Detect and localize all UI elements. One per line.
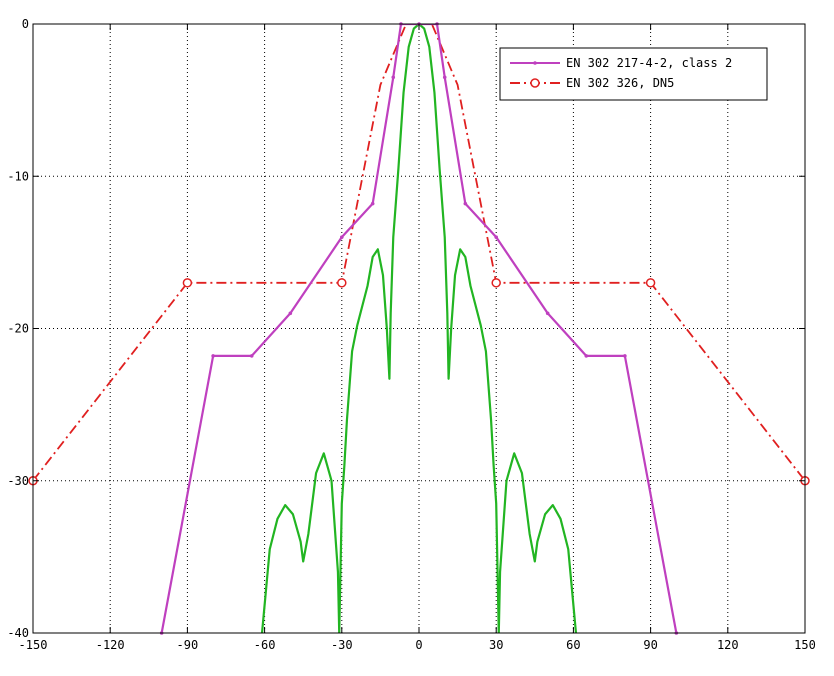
series-point [288, 311, 293, 316]
tick-labels: -150 -120 -90 -60 -30 0 30 60 90 120 150 0 -10 -20 -30… [7, 17, 816, 652]
series-point [337, 278, 347, 288]
series-point [645, 278, 656, 288]
series-point [249, 354, 254, 358]
series-point [391, 75, 396, 80]
axes [32, 23, 806, 634]
series-point [623, 354, 627, 358]
series-point [370, 201, 375, 206]
series-point [211, 354, 215, 358]
y-tick-label: -40 [7, 626, 29, 640]
series-point [463, 201, 468, 206]
series-line-2 [260, 24, 578, 633]
series-line-1 [33, 24, 805, 482]
x-tick-label: -30 [331, 638, 353, 652]
series-point [494, 235, 499, 239]
x-tick-label: -90 [177, 638, 199, 652]
series-point [584, 354, 589, 358]
x-tick-label: 90 [643, 638, 657, 652]
y-tick-label: 0 [22, 17, 29, 31]
y-tick-label: -10 [7, 169, 29, 183]
x-tick-label: 30 [489, 638, 503, 652]
series-point [491, 278, 501, 288]
x-tick-label: 120 [717, 638, 739, 652]
x-tick-label: -120 [96, 638, 125, 652]
x-tick-label: -150 [19, 638, 48, 652]
legend-label: EN 302 217-4-2, class 2 [566, 56, 732, 70]
legend-marker [533, 61, 537, 65]
series-point [340, 235, 344, 239]
series-point [442, 75, 447, 80]
legend-marker [530, 78, 540, 88]
grid [33, 24, 805, 633]
legend: EN 302 217-4-2, class 2 EN 302 326, DN5 [499, 47, 768, 101]
y-tick-label: -20 [7, 322, 29, 336]
legend-label: EN 302 326, DN5 [566, 76, 674, 90]
x-tick-label: -60 [254, 638, 276, 652]
x-tick-label: 60 [566, 638, 580, 652]
series-point [545, 311, 550, 316]
x-tick-label: 0 [415, 638, 422, 652]
series-point [182, 278, 193, 288]
y-tick-label: -30 [7, 474, 29, 488]
series-line-0 [160, 24, 678, 633]
legend-box [499, 47, 768, 101]
x-tick-label: 150 [794, 638, 816, 652]
